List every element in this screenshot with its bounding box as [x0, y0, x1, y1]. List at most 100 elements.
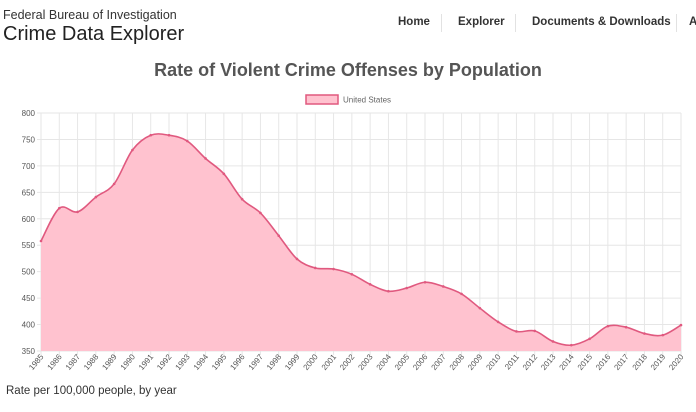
data-point — [387, 289, 390, 293]
x-tick-label: 2006 — [411, 352, 430, 372]
agency-name: Federal Bureau of Investigation — [3, 8, 177, 22]
data-point — [222, 172, 226, 176]
nav-about[interactable]: A — [689, 16, 696, 28]
data-point — [39, 239, 43, 243]
x-tick-label: 2016 — [594, 352, 613, 372]
x-tick-label: 1996 — [228, 352, 247, 372]
y-tick-label: 750 — [22, 135, 36, 144]
x-tick-label: 2014 — [557, 352, 576, 372]
x-tick-label: 1994 — [192, 352, 211, 372]
nav-home[interactable]: Home — [398, 16, 430, 28]
y-tick-label: 700 — [22, 162, 36, 171]
data-point — [332, 267, 335, 271]
x-tick-label: 1993 — [173, 352, 192, 372]
y-tick-label: 800 — [22, 109, 36, 118]
x-tick-label: 1991 — [137, 352, 156, 372]
nav-explorer[interactable]: Explorer — [458, 16, 505, 28]
app-name: Crime Data Explorer — [3, 23, 185, 45]
data-point — [368, 283, 372, 286]
chart-title: Rate of Violent Crime Offenses by Popula… — [154, 60, 542, 80]
nav-documents-downloads[interactable]: Documents & Downloads — [532, 16, 671, 28]
y-tick-label: 550 — [22, 241, 36, 250]
x-tick-label: 2015 — [576, 352, 595, 372]
data-point — [350, 273, 354, 276]
data-point — [131, 148, 134, 152]
y-tick-label: 450 — [22, 294, 36, 303]
y-tick-label: 600 — [22, 215, 36, 224]
data-point — [94, 195, 98, 199]
x-tick-label: 2001 — [320, 352, 339, 372]
x-tick-label: 2018 — [631, 352, 650, 372]
x-tick-label: 1987 — [64, 352, 83, 372]
series-area-united-states — [41, 133, 681, 351]
x-tick-label: 2002 — [338, 352, 357, 372]
data-point — [405, 286, 409, 290]
legend-label[interactable]: United States — [343, 96, 391, 105]
data-point — [441, 285, 445, 288]
x-tick-label: 1990 — [119, 352, 138, 372]
data-point — [643, 332, 646, 335]
data-point — [606, 324, 610, 328]
data-point — [661, 333, 665, 337]
data-point — [533, 329, 537, 333]
chart-footnote: Rate per 100,000 people, by year — [6, 385, 177, 397]
data-point — [423, 280, 427, 284]
x-tick-label: 2008 — [448, 352, 467, 372]
data-point — [313, 266, 317, 270]
x-tick-label: 1999 — [283, 352, 302, 372]
data-point — [515, 330, 518, 333]
y-tick-label: 500 — [22, 268, 36, 277]
x-tick-label: 1997 — [247, 352, 266, 372]
x-tick-label: 2020 — [667, 352, 686, 372]
x-tick-label: 2004 — [375, 352, 394, 372]
data-point — [679, 323, 683, 327]
series-line-united-states — [40, 133, 682, 347]
x-tick-label: 2017 — [612, 352, 631, 372]
data-point — [57, 206, 61, 210]
x-tick-label: 2019 — [649, 352, 668, 372]
x-tick-label: 1989 — [100, 352, 119, 372]
data-point — [112, 182, 116, 186]
data-point — [277, 234, 281, 238]
x-tick-label: 2003 — [356, 352, 375, 372]
data-point — [76, 210, 79, 214]
data-point — [204, 157, 207, 160]
nav-divider — [676, 14, 677, 32]
x-tick-label: 2011 — [503, 352, 521, 371]
data-point — [588, 337, 591, 341]
x-tick-label: 1995 — [210, 352, 229, 372]
x-tick-label: 2013 — [539, 352, 558, 372]
data-point — [167, 133, 171, 137]
data-point — [259, 211, 262, 215]
x-tick-label: 2000 — [301, 352, 320, 372]
data-point — [295, 257, 299, 261]
nav-divider — [441, 14, 442, 32]
data-point — [551, 340, 555, 343]
data-point — [185, 139, 189, 143]
nav-divider — [515, 14, 516, 32]
data-point — [478, 306, 482, 310]
x-tick-label: 1988 — [82, 352, 101, 372]
x-tick-label: 2012 — [521, 352, 540, 372]
y-tick-label: 650 — [22, 188, 36, 197]
x-tick-label: 2009 — [466, 352, 485, 372]
x-tick-label: 1992 — [155, 352, 174, 372]
y-tick-label: 400 — [22, 321, 36, 330]
x-tick-label: 2005 — [393, 352, 412, 372]
x-tick-label: 1986 — [45, 352, 64, 372]
data-point — [624, 325, 628, 329]
data-point — [496, 320, 500, 324]
main-nav: Home Explorer Documents & Downloads A — [0, 14, 696, 32]
site-header: Federal Bureau of Investigation Crime Da… — [0, 0, 696, 48]
data-point — [460, 292, 463, 296]
data-point — [149, 133, 153, 137]
legend-swatch[interactable] — [305, 94, 339, 105]
x-tick-label: 1998 — [265, 352, 284, 372]
data-point — [569, 343, 573, 347]
data-point — [240, 197, 244, 201]
x-tick-label: 2010 — [484, 352, 503, 372]
y-tick-label: 350 — [22, 347, 36, 356]
x-tick-label: 2007 — [429, 352, 448, 372]
site-brand[interactable]: Federal Bureau of Investigation Crime Da… — [3, 8, 184, 46]
